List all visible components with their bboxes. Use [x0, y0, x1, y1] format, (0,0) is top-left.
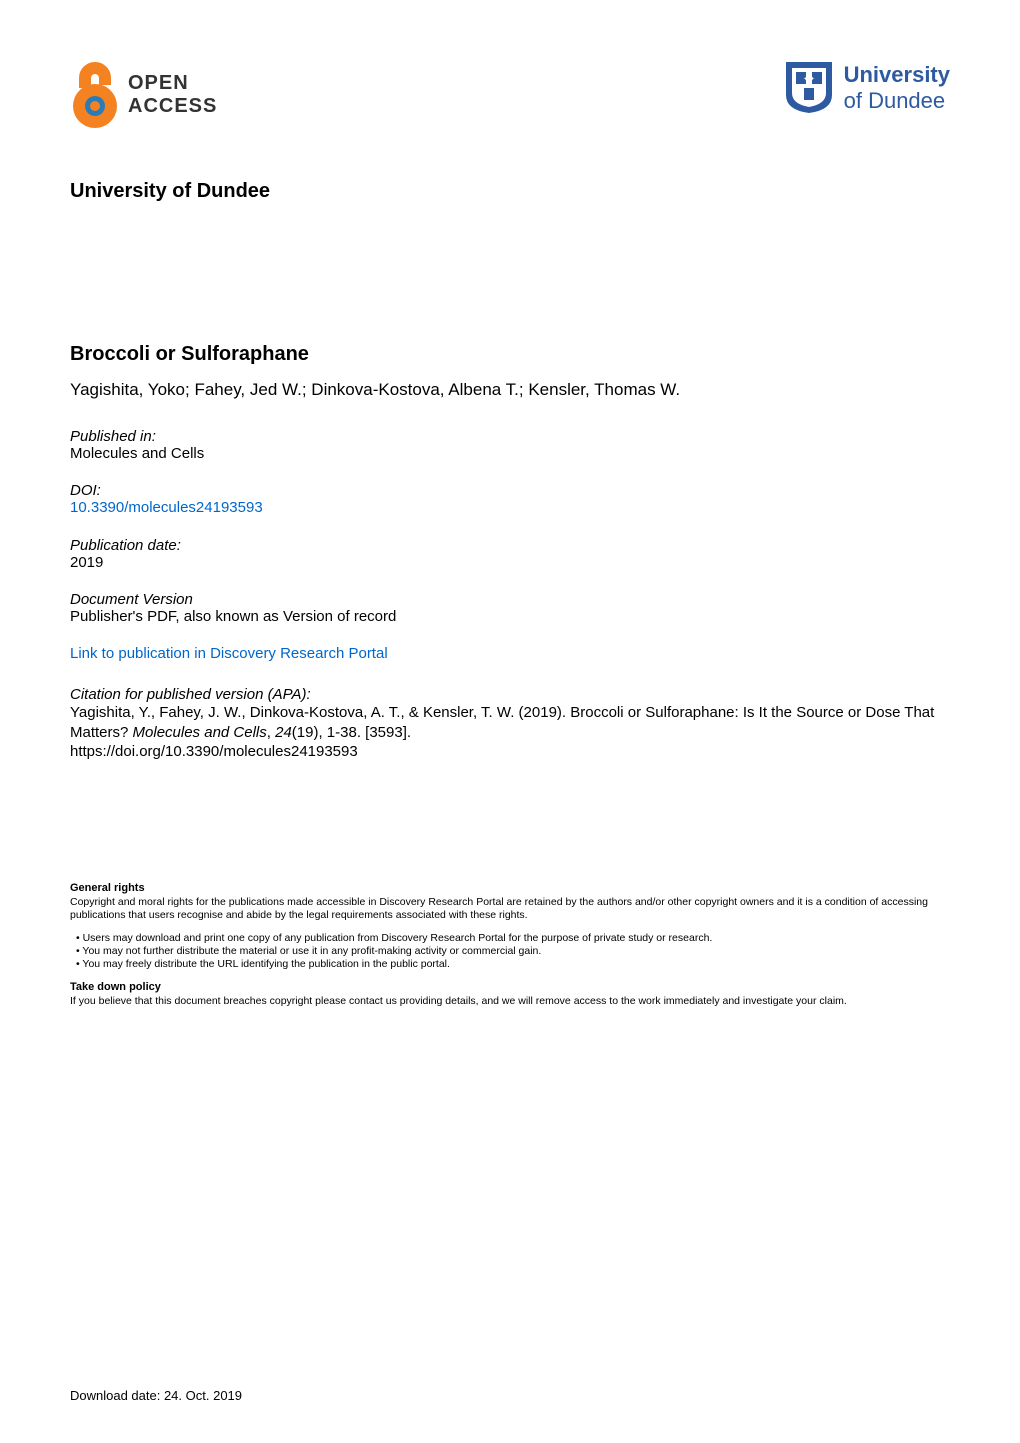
open-access-lock-icon — [70, 60, 120, 130]
header-row: OPEN ACCESS ✦✦ University of Dundee — [70, 60, 950, 130]
open-label: OPEN — [128, 72, 217, 95]
document-version-label: Document Version — [70, 591, 950, 608]
university-shield-icon: ✦✦ — [784, 60, 834, 115]
doi-link[interactable]: 10.3390/molecules24193593 — [70, 499, 263, 516]
access-label: ACCESS — [128, 95, 217, 118]
published-in-block: Published in: Molecules and Cells — [70, 428, 950, 462]
rights-bullet-2: • You may not further distribute the mat… — [84, 945, 950, 958]
rights-heading: General rights — [70, 882, 950, 894]
publication-date-label: Publication date: — [70, 537, 950, 554]
open-access-text: OPEN ACCESS — [128, 72, 217, 118]
doi-label: DOI: — [70, 482, 950, 499]
rights-bullets: • Users may download and print one copy … — [70, 932, 950, 971]
published-in-value: Molecules and Cells — [70, 445, 950, 462]
document-version-block: Document Version Publisher's PDF, also k… — [70, 591, 950, 625]
citation-journal: Molecules and Cells — [133, 724, 267, 741]
institution-heading: University of Dundee — [70, 180, 950, 203]
paper-authors: Yagishita, Yoko; Fahey, Jed W.; Dinkova-… — [70, 380, 950, 400]
svg-text:✦✦: ✦✦ — [803, 75, 815, 83]
university-text: University of Dundee — [844, 62, 950, 114]
discovery-portal-link[interactable]: Link to publication in Discovery Researc… — [70, 645, 950, 662]
citation-issue-pages: (19), 1-38. [3593]. — [292, 724, 411, 741]
citation-sep: , — [267, 724, 275, 741]
citation-label: Citation for published version (APA): — [70, 686, 950, 703]
university-logo: ✦✦ University of Dundee — [784, 60, 950, 115]
open-access-logo: OPEN ACCESS — [70, 60, 217, 130]
published-in-label: Published in: — [70, 428, 950, 445]
document-version-value: Publisher's PDF, also known as Version o… — [70, 608, 950, 625]
publication-date-value: 2019 — [70, 554, 950, 571]
takedown-text: If you believe that this document breach… — [70, 995, 950, 1008]
university-label-bottom: of Dundee — [844, 88, 950, 114]
rights-bullet-1: • Users may download and print one copy … — [84, 932, 950, 945]
rights-paragraph: Copyright and moral rights for the publi… — [70, 896, 950, 922]
rights-bullet-3: • You may freely distribute the URL iden… — [84, 958, 950, 971]
citation-volume: 24 — [275, 724, 292, 741]
citation-block: Citation for published version (APA): Ya… — [70, 686, 950, 762]
rights-section: General rights Copyright and moral right… — [70, 882, 950, 1009]
publication-date-block: Publication date: 2019 — [70, 537, 950, 571]
takedown-heading: Take down policy — [70, 981, 950, 993]
citation-doi-url: https://doi.org/10.3390/molecules2419359… — [70, 743, 358, 760]
footer-download-date: Download date: 24. Oct. 2019 — [70, 1388, 242, 1403]
paper-title: Broccoli or Sulforaphane — [70, 343, 950, 366]
university-label-top: University — [844, 62, 950, 88]
doi-block: DOI: 10.3390/molecules24193593 — [70, 482, 950, 517]
citation-text: Yagishita, Y., Fahey, J. W., Dinkova-Kos… — [70, 703, 950, 762]
